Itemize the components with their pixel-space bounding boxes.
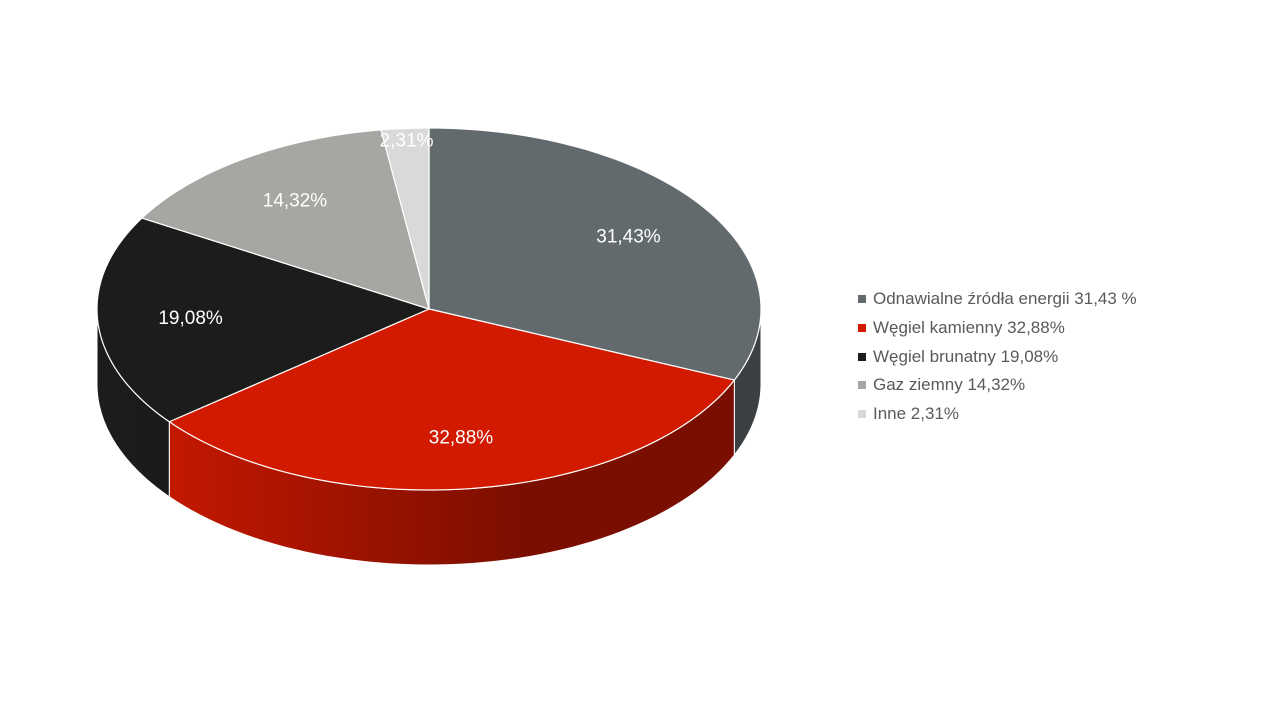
legend-swatch xyxy=(858,381,866,390)
pie-slices xyxy=(96,127,762,491)
legend-item-wegiel-kamienny: Węgiel kamienny 32,88% xyxy=(858,314,1258,343)
data-label-odnawialne-zrodla-energii: 31,43% xyxy=(596,227,661,248)
legend-item-gaz-ziemny: Gaz ziemny 14,32% xyxy=(858,371,1258,400)
pie-slice-gaz-ziemny[interactable] xyxy=(141,129,430,310)
data-label-gaz-ziemny: 14,32% xyxy=(263,191,328,212)
legend-swatch xyxy=(858,352,866,361)
legend-label: Węgiel kamienny 32,88% xyxy=(873,318,1065,338)
legend-item-inne: Inne 2,31% xyxy=(858,400,1258,429)
data-label-inne: 2,31% xyxy=(380,131,434,152)
pie-slice-wegiel-kamienny[interactable] xyxy=(168,308,735,491)
data-label-wegiel-brunatny: 19,08% xyxy=(158,308,223,329)
legend-swatch xyxy=(858,295,866,304)
legend-item-odnawialne-zrodla-energii: Odnawialne źródła energii 31,43 % xyxy=(858,285,1258,314)
pie-slice-odnawialne-zrodla-energii[interactable] xyxy=(428,127,762,381)
pie-slice-inne[interactable] xyxy=(380,127,430,310)
legend-label: Węgiel brunatny 19,08% xyxy=(873,346,1059,366)
chart-legend: Odnawialne źródła energii 31,43 % Węgiel … xyxy=(858,285,1258,428)
legend-swatch xyxy=(858,324,866,333)
legend-item-wegiel-brunatny: Węgiel brunatny 19,08% xyxy=(858,342,1258,371)
pie-slice-wegiel-brunatny[interactable] xyxy=(96,217,430,423)
legend-label: Inne 2,31% xyxy=(873,404,960,424)
pie-data-labels: 31,43% 32,88% 19,08% 14,32% 2,31% xyxy=(158,131,660,449)
legend-swatch xyxy=(858,410,866,419)
data-label-wegiel-kamienny: 32,88% xyxy=(429,428,494,449)
legend-label: Gaz ziemny 14,32% xyxy=(873,375,1026,395)
legend-label: Odnawialne źródła energii 31,43 % xyxy=(873,289,1137,309)
